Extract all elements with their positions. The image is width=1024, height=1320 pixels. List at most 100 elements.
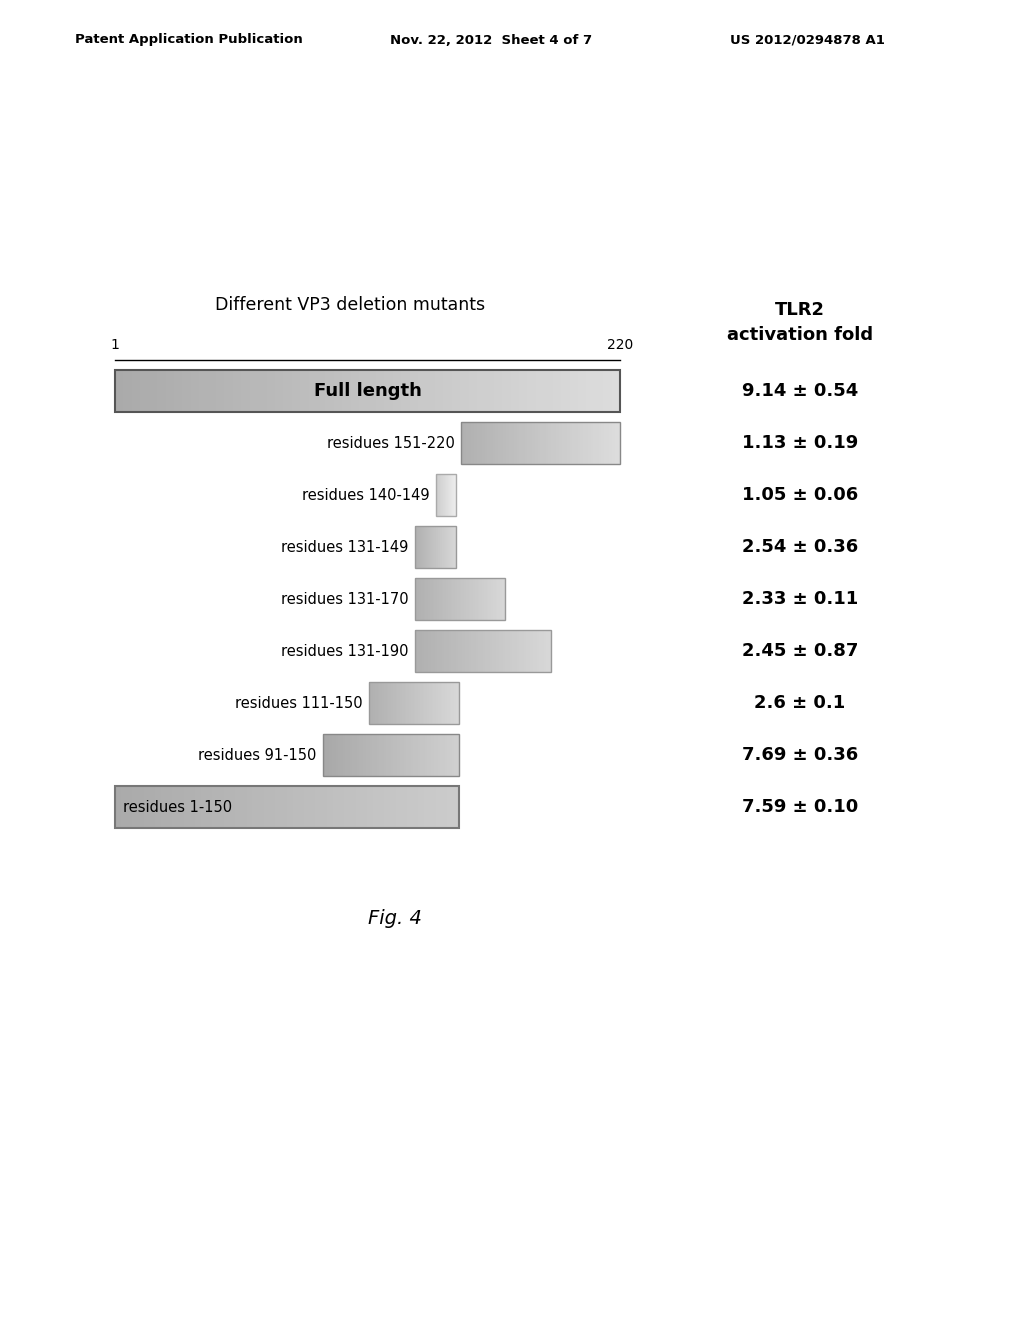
Bar [408, 682, 410, 723]
Bar [387, 682, 389, 723]
Bar [419, 578, 421, 620]
Bar [554, 422, 557, 465]
Bar [275, 785, 282, 828]
Bar [487, 422, 490, 465]
Bar [544, 630, 547, 672]
Bar [449, 630, 452, 672]
Text: 7.59 ± 0.10: 7.59 ± 0.10 [741, 799, 858, 816]
Bar [418, 525, 420, 568]
Bar [384, 370, 393, 412]
Bar [488, 578, 490, 620]
Bar [373, 785, 379, 828]
Bar [420, 525, 422, 568]
Bar [457, 734, 459, 776]
Bar [266, 370, 275, 412]
Bar [309, 785, 316, 828]
Bar [511, 422, 514, 465]
Bar [419, 785, 425, 828]
Text: TLR2: TLR2 [775, 301, 825, 319]
Bar [506, 630, 508, 672]
Bar [504, 422, 507, 465]
Bar [474, 422, 477, 465]
Text: Different VP3 deletion mutants: Different VP3 deletion mutants [215, 296, 485, 314]
Bar [250, 370, 259, 412]
Bar [493, 422, 496, 465]
Bar [452, 370, 461, 412]
Bar [428, 578, 430, 620]
Bar [439, 525, 441, 568]
Bar [431, 525, 432, 568]
Bar [444, 525, 445, 568]
Bar [442, 525, 443, 568]
Bar [300, 370, 309, 412]
Bar [247, 785, 253, 828]
Bar [207, 785, 213, 828]
Bar [437, 630, 440, 672]
Bar [390, 785, 396, 828]
Bar [418, 578, 420, 620]
Text: residues 131-170: residues 131-170 [282, 591, 409, 606]
Bar [338, 785, 344, 828]
Bar [445, 525, 446, 568]
Bar [433, 630, 435, 672]
Bar [347, 734, 350, 776]
Text: 7.69 ± 0.36: 7.69 ± 0.36 [741, 746, 858, 764]
Bar [452, 734, 455, 776]
Bar [532, 630, 536, 672]
Bar [121, 785, 127, 828]
Bar [425, 525, 426, 568]
Bar [497, 630, 499, 672]
Bar [473, 578, 475, 620]
Bar [519, 630, 522, 672]
Bar [444, 630, 447, 672]
Bar [517, 630, 519, 672]
Bar [452, 525, 453, 568]
Text: residues 140-149: residues 140-149 [302, 487, 429, 503]
Bar [556, 422, 559, 465]
Bar [352, 734, 354, 776]
Bar [379, 785, 385, 828]
Bar [258, 370, 267, 412]
Bar [375, 734, 378, 776]
Bar [478, 630, 481, 672]
Bar [132, 370, 140, 412]
Bar [427, 682, 429, 723]
Text: 9.14 ± 0.54: 9.14 ± 0.54 [741, 381, 858, 400]
Bar [476, 578, 478, 620]
Bar [409, 734, 412, 776]
Text: 1.05 ± 0.06: 1.05 ± 0.06 [741, 486, 858, 504]
Bar [469, 370, 477, 412]
Bar [397, 682, 399, 723]
Bar [401, 370, 410, 412]
Bar [456, 578, 458, 620]
Bar [408, 785, 414, 828]
Bar [148, 370, 158, 412]
Bar [440, 682, 442, 723]
Bar [344, 785, 350, 828]
Bar [378, 682, 380, 723]
Bar [441, 525, 443, 568]
Bar [454, 734, 457, 776]
Bar [242, 370, 250, 412]
Bar [361, 734, 364, 776]
Bar [401, 785, 408, 828]
Bar [398, 682, 400, 723]
Bar [536, 370, 545, 412]
Bar [395, 785, 401, 828]
Bar [422, 734, 425, 776]
Bar [439, 525, 440, 568]
Bar [355, 785, 361, 828]
Bar [461, 578, 463, 620]
Bar [549, 422, 552, 465]
Bar [456, 525, 457, 568]
Bar [455, 525, 456, 568]
Bar [502, 578, 504, 620]
Bar [453, 525, 454, 568]
Bar [322, 785, 328, 828]
Bar [415, 682, 417, 723]
Bar [546, 630, 549, 672]
Text: residues 1-150: residues 1-150 [123, 800, 232, 814]
Bar [465, 630, 467, 672]
Bar [384, 734, 386, 776]
Bar [126, 785, 133, 828]
